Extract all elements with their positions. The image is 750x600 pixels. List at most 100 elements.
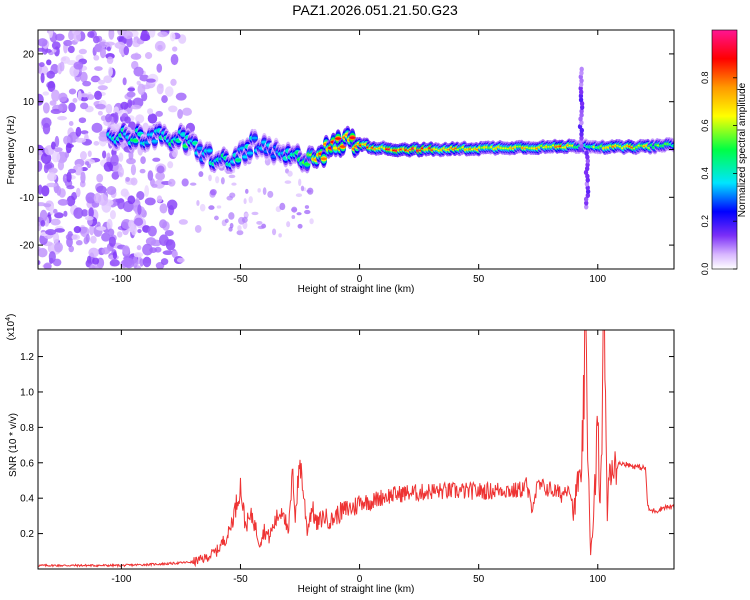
spectrogram-noise-cell xyxy=(170,53,179,66)
spectrogram-noise-cell xyxy=(134,217,144,227)
spectrogram-noise-cell xyxy=(38,247,48,258)
spectrogram-noise-cell xyxy=(136,191,145,201)
spectrogram-ridge-cell xyxy=(151,140,158,143)
spectrogram-noise-cell xyxy=(53,147,63,153)
spectrogram-noise-cell xyxy=(159,219,167,229)
spectrogram-noise-cell xyxy=(73,61,84,70)
spectrogram-noise-cell xyxy=(78,48,87,55)
spectrogram-noise-cell xyxy=(42,102,50,114)
spectrogram-x-tick-label: 50 xyxy=(473,274,485,285)
spectrogram-noise-cell xyxy=(127,87,136,92)
spectrogram-streak-cell xyxy=(578,93,584,99)
spectrogram-noise-cell xyxy=(93,140,100,146)
spectrogram-noise-cell xyxy=(45,229,57,236)
spectrogram-noise-cell xyxy=(130,53,142,60)
spectrogram-noise-cell xyxy=(40,72,45,84)
spectrogram-noise-cell xyxy=(39,209,48,222)
spectrogram-noise-cell xyxy=(107,228,115,237)
spectrogram-noise-cell xyxy=(130,104,142,110)
snr-y-tick-label: 1.2 xyxy=(20,352,34,363)
spectrogram-noise-cell xyxy=(120,101,129,110)
spectrogram-noise-cell xyxy=(137,83,146,95)
spectrogram-noise-cell xyxy=(55,33,65,41)
spectrogram-noise-cell xyxy=(295,193,303,198)
spectrogram-noise-cell xyxy=(54,242,63,253)
spectrogram-noise-cell xyxy=(109,210,116,220)
spectrogram-noise-cell xyxy=(54,228,65,233)
spectrogram-noise-cell xyxy=(309,218,314,225)
spectrogram-noise-cell xyxy=(141,30,148,40)
spectrogram-noise-cell xyxy=(291,214,296,219)
spectrogram-noise-cell xyxy=(137,204,142,215)
spectrogram-streak-cell xyxy=(585,188,591,195)
snr-series-line xyxy=(38,330,674,569)
spectrogram-noise-cell xyxy=(78,117,87,124)
spectrogram-noise-cell xyxy=(130,177,138,186)
spectrogram-noise-cell xyxy=(68,245,75,253)
spectrogram-noise-cell xyxy=(120,188,129,197)
spectrogram-noise-cell xyxy=(92,35,100,44)
colorbar-tick-label: 0.0 xyxy=(700,263,710,276)
spectrogram-noise-cell xyxy=(140,156,146,165)
spectrogram-noise-cell xyxy=(94,90,102,101)
spectrogram-noise-cell xyxy=(73,207,84,219)
spectrogram-noise-cell xyxy=(39,62,45,68)
spectrogram-noise-cell xyxy=(231,182,237,186)
colorbar-label: Normalized spectral amplitude xyxy=(737,82,748,217)
spectrogram-noise-cell xyxy=(106,152,111,165)
spectrogram-noise-cell xyxy=(63,39,73,47)
spectrogram-noise-cell xyxy=(43,203,52,208)
spectrogram-noise-cell xyxy=(278,233,282,238)
spectrogram-noise-cell xyxy=(147,225,157,237)
spectrogram-noise-cell xyxy=(96,173,104,183)
spectrogram-noise-cell xyxy=(74,163,83,176)
spectrogram-noise-cell xyxy=(58,92,68,102)
spectrogram-y-tick-label: 10 xyxy=(23,97,35,108)
spectrogram-streak-cell xyxy=(584,150,589,156)
spectrogram-noise-cell xyxy=(126,157,136,165)
snr-x-tick-label: -100 xyxy=(111,574,131,585)
spectrogram-noise-cell xyxy=(220,177,225,185)
colorbar-tick-label: 0.8 xyxy=(700,72,710,85)
spectrogram-noise-cell xyxy=(65,142,72,154)
spectrogram-noise-cell xyxy=(159,203,168,214)
spectrogram-noise-cell xyxy=(300,185,305,192)
spectrogram-noise-cell xyxy=(175,92,187,101)
spectrogram-noise-cell xyxy=(144,52,153,60)
spectrogram-noise-cell xyxy=(172,46,178,52)
spectrogram-noise-cell xyxy=(245,188,249,194)
snr-x-tick-label: 100 xyxy=(589,574,606,585)
spectrogram-noise-cell xyxy=(150,239,162,247)
spectrogram-noise-cell xyxy=(165,86,174,97)
spectrogram-ridge-cell xyxy=(196,147,204,150)
spectrogram-streak-cell xyxy=(578,97,584,103)
snr-frame xyxy=(37,329,675,570)
spectrogram-y-tick-label: 20 xyxy=(23,49,35,60)
spectrogram-noise-cell xyxy=(228,212,235,220)
spectrogram-noise-cell xyxy=(77,90,82,102)
spectrogram-noise-cell xyxy=(49,100,57,106)
spectrogram-noise-cell xyxy=(267,190,274,198)
spectrogram-streak-cell xyxy=(585,158,590,164)
spectrogram-heatmap xyxy=(38,30,674,269)
spectrogram-noise-cell xyxy=(157,44,163,50)
spectrogram-noise-cell xyxy=(99,46,106,59)
spectrogram-noise-cell xyxy=(53,232,60,244)
spectrogram-noise-cell xyxy=(118,166,124,178)
spectrogram-noise-cell xyxy=(93,192,102,204)
spectrogram-noise-cell xyxy=(117,198,125,210)
spectrogram-noise-cell xyxy=(54,212,64,219)
spectrogram-noise-cell xyxy=(59,61,65,72)
spectrogram-streak-cell xyxy=(579,104,585,111)
spectrogram-noise-cell xyxy=(92,257,100,265)
spectrogram-x-label: Height of straight line (km) xyxy=(298,284,415,295)
spectrogram-noise-cell xyxy=(161,95,168,104)
svg-text:(x104): (x104) xyxy=(5,314,17,341)
spectrogram-noise-cell xyxy=(118,152,124,162)
spectrogram-ridge-cell xyxy=(320,157,328,161)
spectrogram-streak-cell xyxy=(579,108,584,114)
spectrogram-noise-cell xyxy=(208,174,212,182)
spectrogram-noise-cell xyxy=(181,178,189,187)
spectrogram-x-tick-label: 0 xyxy=(357,274,363,285)
